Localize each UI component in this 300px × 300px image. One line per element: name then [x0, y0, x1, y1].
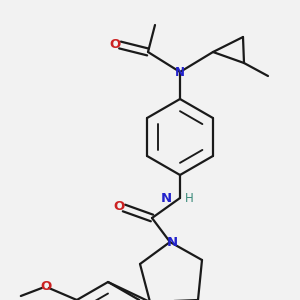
Text: H: H — [185, 191, 194, 205]
Text: N: N — [175, 65, 185, 79]
Text: N: N — [161, 191, 172, 205]
Text: O: O — [113, 200, 124, 214]
Text: O: O — [40, 280, 51, 292]
Text: N: N — [167, 236, 178, 248]
Text: O: O — [110, 38, 121, 52]
